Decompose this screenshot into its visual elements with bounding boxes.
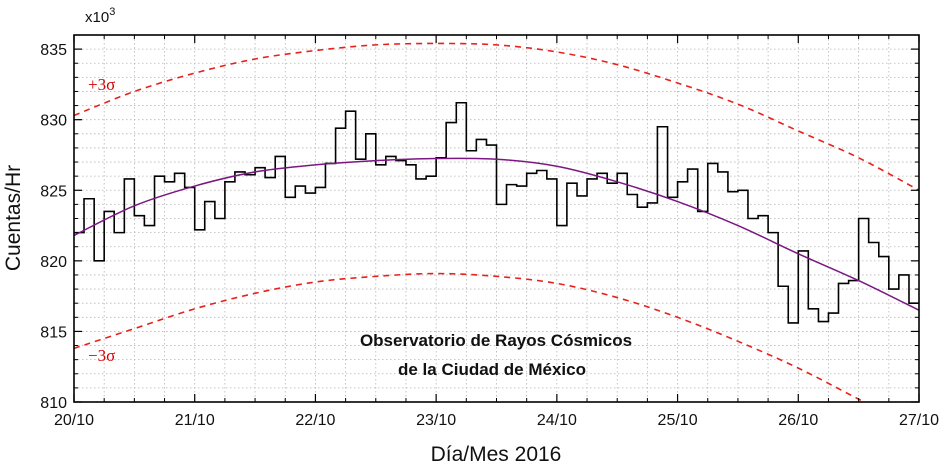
x-tick-label: 23/10 xyxy=(416,412,456,429)
y-tick-label: 810 xyxy=(40,395,67,412)
y-tick-label: 825 xyxy=(40,183,67,200)
x-tick-label: 24/10 xyxy=(537,412,577,429)
y-axis-label: Cuentas/Hr xyxy=(2,165,25,271)
x-tick-label: 27/10 xyxy=(899,412,939,429)
y-tick-label: 815 xyxy=(40,324,67,341)
series-fit-curve xyxy=(74,157,919,311)
x-tick-label: 25/10 xyxy=(658,412,698,429)
x-tick-label: 20/10 xyxy=(54,412,94,429)
axis-ticks xyxy=(73,34,920,403)
y-multiplier-exponent: 3 xyxy=(109,6,115,18)
observatory-annotation-line-2: de la Ciudad de México xyxy=(398,360,586,379)
series-sigma-band-2 xyxy=(74,42,919,191)
y-tick-label: 830 xyxy=(40,113,67,130)
plus-3-sigma-label: +3σ xyxy=(88,75,115,94)
x-tick-label: 22/10 xyxy=(295,412,335,429)
observatory-annotation-line-1: Observatorio de Rayos Cósmicos xyxy=(360,331,632,350)
y-tick-label: 835 xyxy=(40,42,67,59)
x-axis-label: Día/Mes 2016 xyxy=(431,443,562,466)
x-tick-label: 26/10 xyxy=(778,412,818,429)
x-tick-label: 21/10 xyxy=(175,412,215,429)
minus-3-sigma-label: −3σ xyxy=(88,346,115,365)
y-multiplier: x103 xyxy=(85,6,115,26)
y-multiplier-base: x10 xyxy=(85,9,109,26)
series-hourly-counts-step xyxy=(74,101,919,324)
series-sigma-band-3 xyxy=(74,272,866,402)
y-tick-label: 820 xyxy=(40,254,67,271)
x-tick-labels: 20/10 21/10 22/10 23/10 24/10 25/10 26/10 27/10 xyxy=(54,412,939,429)
y-tick-labels: 810 815 820 825 830 835 xyxy=(40,42,67,412)
series-layer xyxy=(74,42,919,402)
